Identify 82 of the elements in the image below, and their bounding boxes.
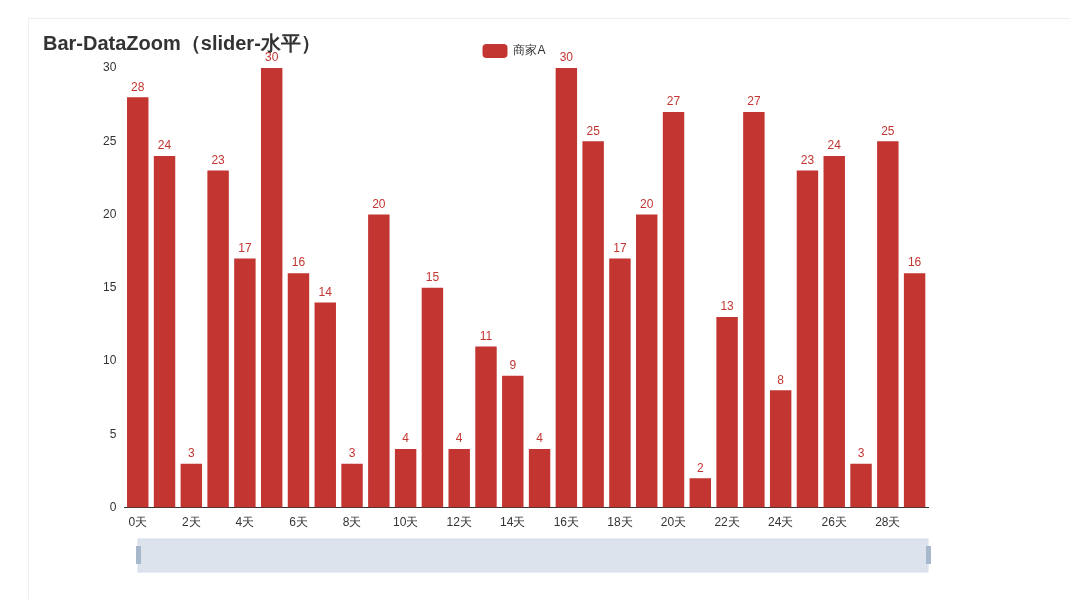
y-tick-label: 5 xyxy=(109,426,117,441)
data-label: 2 xyxy=(696,460,704,475)
bar xyxy=(796,170,819,508)
bar xyxy=(234,258,256,508)
data-label: 15 xyxy=(425,270,440,285)
data-label: 3 xyxy=(187,445,195,460)
data-label: 23 xyxy=(211,152,226,167)
data-label: 9 xyxy=(509,358,517,373)
data-label: 24 xyxy=(827,138,842,153)
bar xyxy=(207,170,229,508)
bar xyxy=(877,141,899,508)
bar xyxy=(341,463,363,508)
bar xyxy=(448,448,470,508)
data-label: 27 xyxy=(666,94,681,109)
bar xyxy=(127,97,149,508)
bar xyxy=(609,258,631,508)
bar xyxy=(502,375,524,508)
data-label: 4 xyxy=(536,431,544,446)
y-tick-label: 30 xyxy=(102,60,117,75)
y-tick-label: 25 xyxy=(102,133,117,148)
data-label: 14 xyxy=(318,284,333,299)
x-tick-label: 18天 xyxy=(607,515,633,530)
x-tick-label: 0天 xyxy=(128,515,148,530)
data-label: 20 xyxy=(640,196,654,211)
bar xyxy=(394,448,417,508)
data-label: 3 xyxy=(857,445,865,460)
data-label: 16 xyxy=(907,255,922,270)
bar xyxy=(475,346,497,508)
bar xyxy=(636,214,658,508)
data-label: 3 xyxy=(348,445,356,460)
data-label: 27 xyxy=(747,94,761,109)
data-label: 17 xyxy=(613,240,627,255)
x-tick-label: 10天 xyxy=(392,515,419,530)
bar xyxy=(421,287,444,508)
bar xyxy=(716,317,738,508)
x-tick-label: 24天 xyxy=(767,515,794,530)
x-tick-label: 26天 xyxy=(821,515,847,530)
data-label: 25 xyxy=(881,123,895,138)
data-label: 17 xyxy=(238,240,252,255)
bar xyxy=(368,214,390,508)
bar xyxy=(582,141,604,508)
bar xyxy=(769,390,792,508)
bar xyxy=(743,111,765,508)
bar xyxy=(287,273,310,508)
bar xyxy=(823,155,845,508)
x-tick-label: 6天 xyxy=(289,515,308,530)
data-label: 4 xyxy=(402,431,410,446)
bar xyxy=(180,463,203,508)
data-label: 23 xyxy=(800,152,815,167)
legend-label: 商家A xyxy=(513,43,546,58)
y-tick-label: 0 xyxy=(109,499,117,514)
data-label: 30 xyxy=(559,50,574,65)
y-tick-label: 10 xyxy=(102,353,117,368)
x-tick-label: 22天 xyxy=(714,515,740,530)
y-tick-label: 20 xyxy=(102,206,117,221)
bar xyxy=(260,68,283,508)
x-tick-label: 12天 xyxy=(446,515,472,530)
x-tick-label: 2天 xyxy=(181,515,201,530)
x-tick-label: 14天 xyxy=(500,515,526,530)
data-label: 20 xyxy=(372,196,386,211)
x-tick-label: 4天 xyxy=(235,515,255,530)
data-label: 11 xyxy=(479,328,493,343)
y-tick-label: 15 xyxy=(102,280,117,295)
data-label: 4 xyxy=(455,431,463,446)
data-label: 16 xyxy=(291,255,306,270)
bar xyxy=(850,463,872,508)
bar xyxy=(314,302,336,508)
data-label: 25 xyxy=(586,123,601,138)
bar xyxy=(689,478,712,508)
data-label: 28 xyxy=(131,79,145,94)
bar xyxy=(555,68,578,508)
bar xyxy=(662,111,685,508)
x-tick-label: 16天 xyxy=(553,515,580,530)
data-label: 8 xyxy=(777,372,785,387)
data-label: 24 xyxy=(157,138,172,153)
bar xyxy=(528,448,551,508)
x-tick-label: 8天 xyxy=(342,515,362,530)
bar xyxy=(903,273,926,508)
bar xyxy=(153,155,176,508)
x-tick-label: 20天 xyxy=(660,515,687,530)
data-label: 13 xyxy=(720,299,735,314)
x-tick-label: 28天 xyxy=(875,515,901,530)
